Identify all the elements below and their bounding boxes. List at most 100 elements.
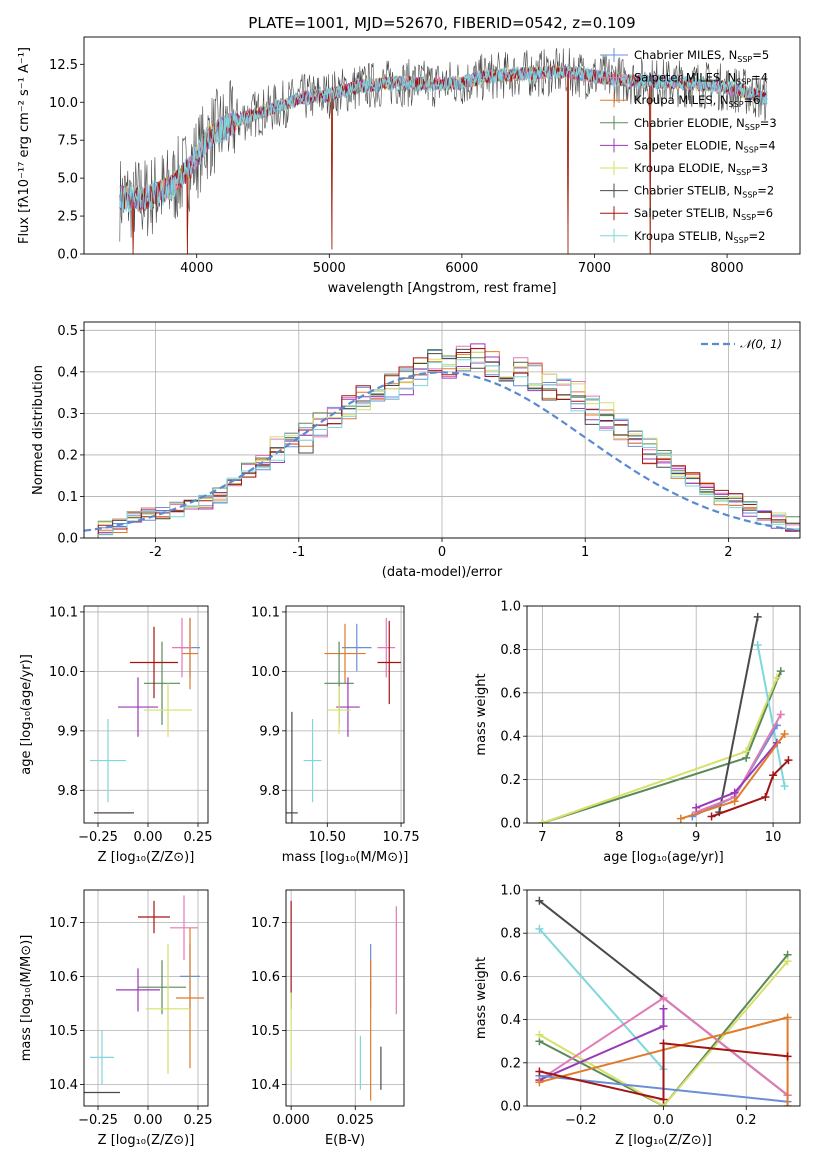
x-tick-label: 0.25	[184, 830, 213, 845]
plot-area-weight-vs-Z	[535, 896, 792, 1106]
weight-marker	[707, 812, 716, 821]
legend-label-main: Chabrier ELODIE, N	[634, 116, 745, 130]
axes-weight-vs-Z: −0.2 0.0 0.2 0.0 0.2 0.4 0.6 0.8 1.0 Z [log₁₀(Z/Z…	[474, 884, 801, 1148]
weight-marker	[538, 819, 547, 823]
y-tick-label: 10.6	[49, 970, 78, 985]
y-tick-label: 10.6	[251, 970, 280, 985]
y-tick-label: 9.9	[259, 724, 280, 739]
weight-marker	[784, 756, 793, 765]
legend-label: Kroupa STELIB, NSSP=2	[634, 229, 765, 245]
legend-label-main: Salpeter MILES, N	[634, 71, 736, 85]
axes-mass-vs-EBV: 0.000 0.025 10.4 10.5 10.6 10.7 E(B-V)	[251, 889, 405, 1148]
weight-marker	[753, 641, 762, 650]
axes-histogram: -2 -1 0 1 2 0.0 0.1 0.2 0.3 0.4 0.5 (data-model)/er…	[31, 321, 801, 580]
x-tick-label: 4000	[180, 261, 213, 276]
legend-label-suffix: =4	[759, 138, 776, 152]
y-tick-label: 10.7	[49, 916, 78, 931]
weight-marker	[730, 788, 739, 797]
y-tick-label: 0.4	[500, 1013, 521, 1028]
x-tick-label: 7	[538, 830, 546, 845]
weight-line	[756, 644, 786, 787]
x-tick-label: −0.25	[78, 830, 118, 845]
weight-marker	[692, 803, 701, 812]
x-tick-label: 0.2	[736, 1113, 757, 1128]
legend-label-main: Salpeter ELODIE, N	[634, 138, 744, 152]
legend-label-main: Kroupa ELODIE, N	[634, 161, 736, 175]
legend-label-sub: SSP	[742, 191, 757, 200]
x-axis-label: (data-model)/error	[382, 565, 503, 580]
plot-area-mass-vs-EBV	[290, 900, 397, 1101]
y-tick-label: 9.8	[259, 784, 280, 799]
weight-line	[539, 1042, 788, 1101]
weight-line	[711, 759, 790, 818]
y-axis-label: mass weight	[474, 957, 489, 1039]
weight-line	[542, 670, 782, 823]
y-tick-label: 0.1	[57, 490, 78, 505]
legend-label-suffix: =6	[744, 93, 761, 107]
legend-label: Chabrier ELODIE, NSSP=3	[634, 116, 777, 132]
weight-marker	[659, 1022, 668, 1031]
y-axis-label: Flux [fλ10⁻¹⁷ erg cm⁻² s⁻¹ A⁻¹]	[17, 47, 32, 244]
plot-area-histogram	[84, 343, 800, 538]
legend-label-main: Kroupa MILES, N	[634, 93, 729, 107]
y-tick-label: 0.0	[500, 817, 521, 832]
y-tick-label: 7.5	[57, 134, 78, 149]
legend-label-sub: SSP	[737, 55, 752, 64]
legend-label-sub: SSP	[744, 145, 759, 154]
legend-label-sub: SSP	[736, 168, 751, 177]
weight-line	[718, 616, 759, 813]
weight-marker	[535, 896, 544, 905]
weight-marker	[780, 782, 789, 791]
legend-label-sub: SSP	[745, 123, 760, 132]
x-tick-label: 7000	[578, 261, 611, 276]
weight-marker	[780, 730, 789, 739]
y-tick-label: 10.1	[49, 605, 78, 620]
plot-area-weight-vs-age	[538, 612, 793, 823]
plot-area-spectrum	[119, 48, 768, 254]
legend-label: Kroupa ELODIE, NSSP=3	[634, 161, 768, 177]
axes-frame	[83, 321, 801, 539]
y-tick-label: 0.4	[57, 365, 78, 380]
x-axis-label: E(B-V)	[325, 1133, 365, 1148]
x-tick-label: 8	[615, 830, 623, 845]
y-tick-label: 10.5	[251, 1024, 280, 1039]
axes-frame	[83, 605, 209, 824]
weight-marker	[659, 994, 668, 1002]
y-tick-label: 0.2	[500, 773, 521, 788]
axes-mass-vs-Z: −0.25 0.00 0.25 10.4 10.5 10.6 10.7 Z [log₁₀(Z/…	[19, 889, 212, 1148]
x-axis-label: Z [log₁₀(Z/Z⊙)]	[98, 1133, 195, 1148]
x-axis-label: age [log₁₀(age/yr)]	[603, 850, 724, 865]
x-tick-label: 2	[724, 545, 732, 560]
y-axis-label: age [log₁₀(age/yr)]	[19, 654, 34, 775]
y-tick-label: 0.8	[500, 643, 521, 658]
y-tick-label: 5.0	[57, 172, 78, 187]
axes-frame	[526, 889, 801, 1107]
legend-label: Salpeter ELODIE, NSSP=4	[634, 138, 776, 154]
weight-marker	[659, 1039, 668, 1048]
weight-marker	[769, 771, 778, 780]
plot-area-mass-vs-Z	[84, 895, 204, 1094]
x-tick-label: -2	[149, 545, 162, 560]
y-tick-label: 10.0	[49, 665, 78, 680]
histogram-step	[84, 348, 800, 538]
axes-frame	[83, 889, 209, 1107]
x-axis-label: mass [log₁₀(M/M⊙)]	[282, 850, 409, 865]
axes-spectrum: 4000 5000 6000 7000 8000 0.0 2.5 5.0 7.5 10.0 12.5…	[17, 14, 801, 296]
x-tick-label: 5000	[313, 261, 346, 276]
weight-line	[538, 960, 789, 1106]
histogram-step	[84, 359, 800, 538]
y-tick-label: 9.9	[57, 724, 78, 739]
x-tick-label: 0.0	[653, 1113, 674, 1128]
legend-label-main: Salpeter STELIB, N	[634, 206, 741, 220]
weight-line	[538, 928, 665, 1070]
weight-marker	[659, 1095, 668, 1104]
legend-label-suffix: =2	[757, 184, 774, 198]
y-axis-label: mass weight	[474, 673, 489, 755]
x-axis-label: wavelength [Angstrom, rest frame]	[328, 281, 557, 296]
x-tick-label: 0.000	[273, 1113, 310, 1128]
x-tick-label: -1	[292, 545, 305, 560]
legend-label-sub: SSP	[734, 236, 749, 245]
axes-frame	[83, 36, 801, 255]
x-tick-label: 0.00	[134, 830, 163, 845]
